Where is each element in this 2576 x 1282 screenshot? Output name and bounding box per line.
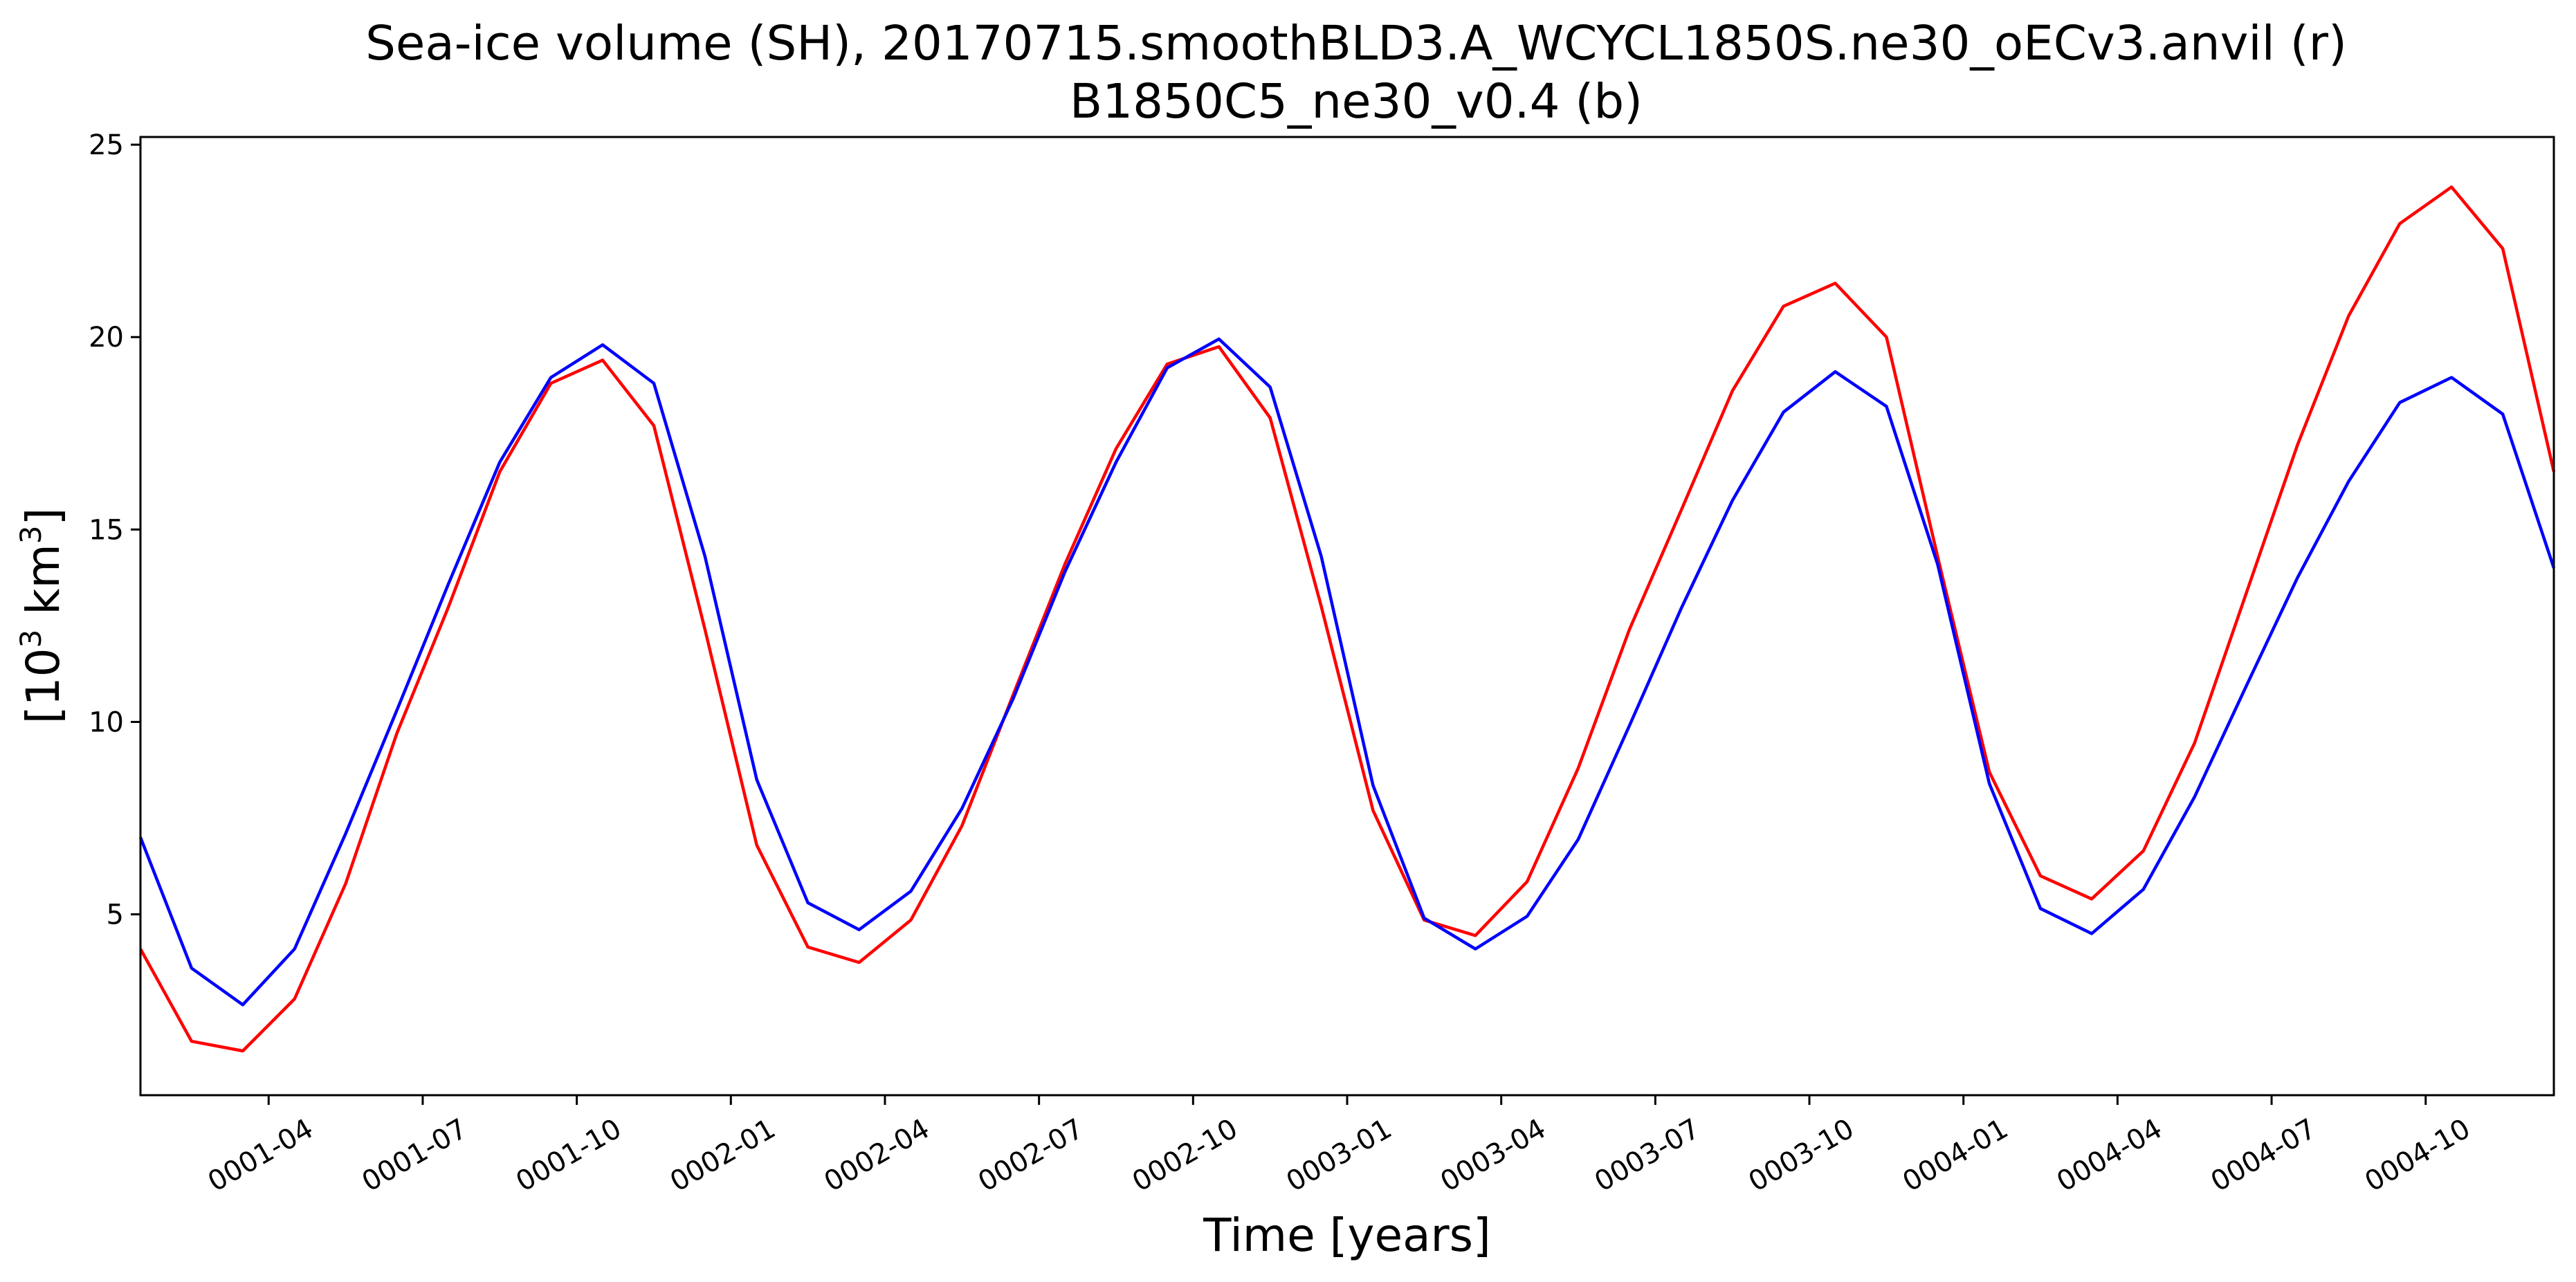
y-tick-label: 10	[89, 706, 124, 738]
x-axis-label: Time [years]	[1203, 1209, 1491, 1262]
y-axis-label-base: [10	[17, 648, 70, 724]
chart-title: Sea-ice volume (SH), 20170715.smoothBLD3…	[365, 16, 2347, 71]
series-line-0	[139, 185, 2556, 1053]
y-axis-label-sup2: 3	[14, 526, 48, 544]
y-axis-label: [103 km3]	[14, 508, 70, 724]
y-tick-label: 15	[89, 514, 124, 546]
y-tick-label: 5	[107, 899, 124, 931]
series-line-1	[138, 337, 2556, 1007]
y-axis-label-sup1: 3	[14, 630, 48, 648]
y-axis-label-end: ]	[17, 508, 70, 526]
series-lines	[138, 185, 2556, 1053]
y-axis-ticks: 5 10 15 20 25	[89, 129, 140, 931]
chart-subtitle: B1850C5_ne30_v0.4 (b)	[1070, 74, 1643, 129]
y-tick-label: 20	[89, 322, 124, 354]
y-axis-label-mid: km	[17, 544, 70, 630]
y-tick-label: 25	[89, 129, 124, 161]
